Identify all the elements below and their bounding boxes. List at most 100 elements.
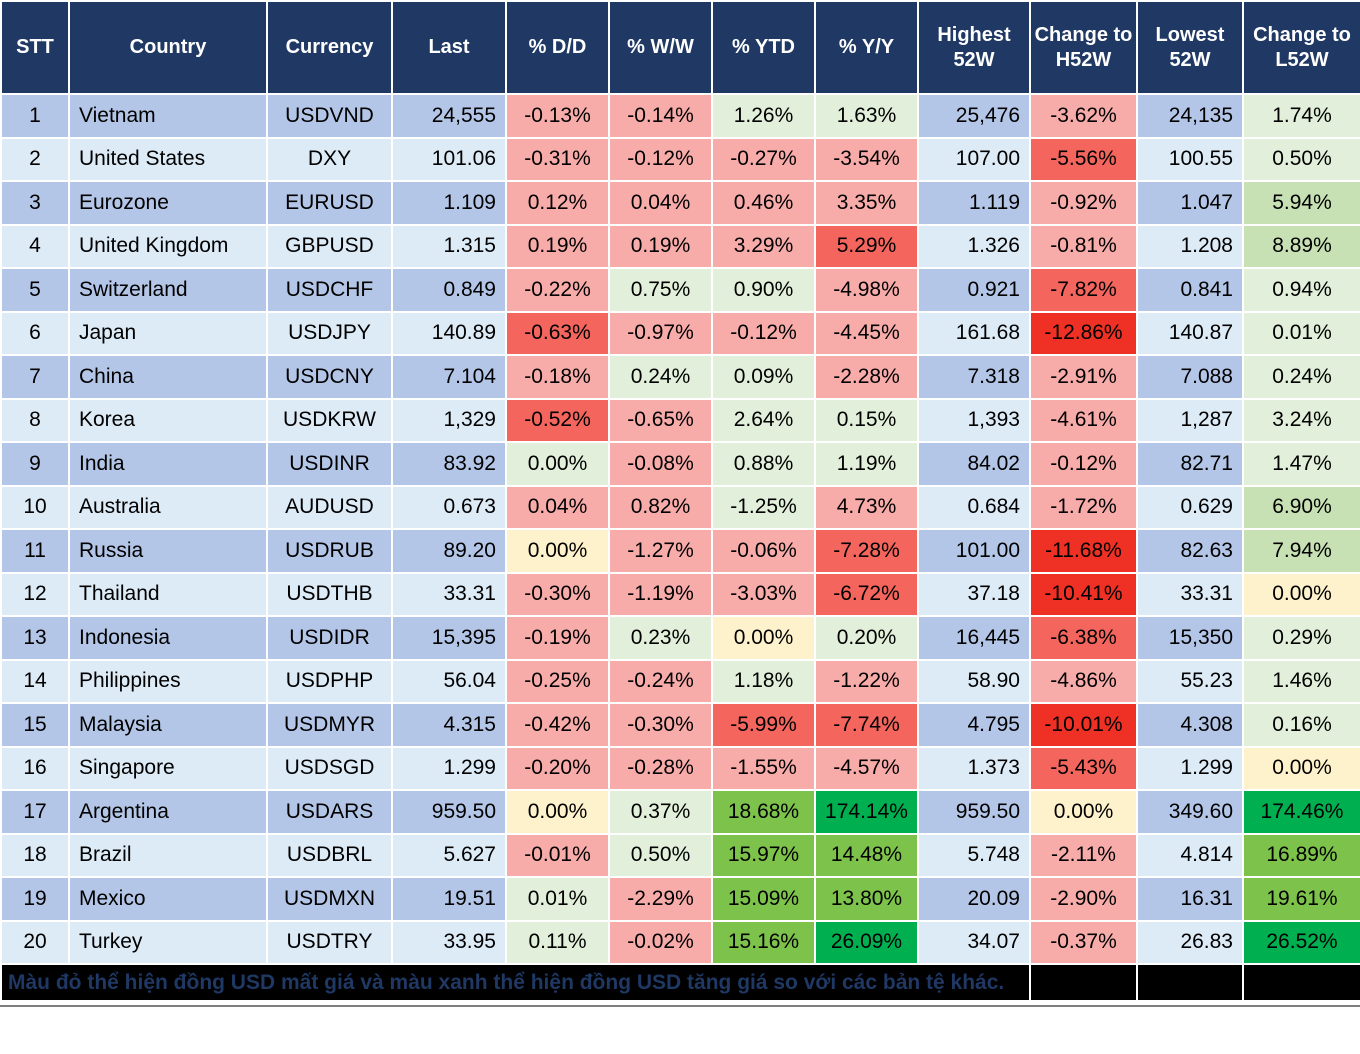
cell-dd: -0.18%	[505, 354, 610, 400]
note-filler-cell	[1136, 963, 1244, 1002]
cell-ytd: 1.18%	[711, 658, 816, 704]
cell-ytd: 0.90%	[711, 267, 816, 313]
cell-last: 101.06	[391, 136, 507, 182]
table-row: 7 China USDCNY 7.104 -0.18% 0.24% 0.09% -2.28% 7…	[0, 354, 1360, 400]
cell-country: Korea	[68, 397, 268, 443]
column-header-h52: Highest 52W	[917, 0, 1031, 95]
cell-h52: 1.373	[917, 745, 1031, 791]
cell-last: 19.51	[391, 876, 507, 922]
cell-cl52: 3.24%	[1242, 397, 1360, 443]
table-row: 16 Singapore USDSGD 1.299 -0.20% -0.28% -1.55%…	[0, 745, 1360, 791]
cell-last: 1.109	[391, 180, 507, 226]
cell-currency: USDSGD	[266, 745, 393, 791]
cell-country: Argentina	[68, 789, 268, 835]
cell-yy: 1.19%	[814, 441, 919, 487]
cell-cl52: 0.24%	[1242, 354, 1360, 400]
cell-last: 5.627	[391, 832, 507, 878]
cell-currency: USDTHB	[266, 571, 393, 617]
cell-currency: USDBRL	[266, 832, 393, 878]
cell-h52: 0.684	[917, 484, 1031, 530]
cell-cl52: 26.52%	[1242, 919, 1360, 965]
cell-dd: 0.01%	[505, 876, 610, 922]
cell-ytd: 0.46%	[711, 180, 816, 226]
cell-h52: 37.18	[917, 571, 1031, 617]
cell-last: 0.673	[391, 484, 507, 530]
cell-h52: 34.07	[917, 919, 1031, 965]
cell-ch52: -2.90%	[1029, 876, 1138, 922]
cell-ww: -0.28%	[608, 745, 713, 791]
column-header-ww: % W/W	[608, 0, 713, 95]
cell-ww: -0.02%	[608, 919, 713, 965]
cell-currency: USDPHP	[266, 658, 393, 704]
cell-l52: 0.629	[1136, 484, 1244, 530]
cell-cl52: 7.94%	[1242, 528, 1360, 574]
cell-h52: 25,476	[917, 93, 1031, 139]
cell-country: Thailand	[68, 571, 268, 617]
cell-yy: -4.45%	[814, 310, 919, 356]
cell-last: 1,329	[391, 397, 507, 443]
cell-l52: 1,287	[1136, 397, 1244, 443]
table-row: 20 Turkey USDTRY 33.95 0.11% -0.02% 15.16% 26.0…	[0, 919, 1360, 965]
cell-ytd: 0.00%	[711, 615, 816, 661]
cell-ch52: -4.61%	[1029, 397, 1138, 443]
cell-l52: 4.308	[1136, 702, 1244, 748]
cell-h52: 0.921	[917, 267, 1031, 313]
cell-cl52: 0.29%	[1242, 615, 1360, 661]
cell-h52: 20.09	[917, 876, 1031, 922]
cell-l52: 16.31	[1136, 876, 1244, 922]
column-header-ch52: Change to H52W	[1029, 0, 1138, 95]
cell-currency: EURUSD	[266, 180, 393, 226]
cell-dd: 0.12%	[505, 180, 610, 226]
cell-ch52: -0.12%	[1029, 441, 1138, 487]
cell-stt: 13	[0, 615, 70, 661]
cell-h52: 16,445	[917, 615, 1031, 661]
table-row: 5 Switzerland USDCHF 0.849 -0.22% 0.75% 0.90% -…	[0, 267, 1360, 313]
cell-cl52: 0.00%	[1242, 745, 1360, 791]
cell-last: 0.849	[391, 267, 507, 313]
fx-rates-table: STT Country Currency Last% D/D% W/W% YTD% Y…	[0, 0, 1360, 1002]
cell-currency: USDTRY	[266, 919, 393, 965]
cell-currency: DXY	[266, 136, 393, 182]
table-row: 12 Thailand USDTHB 33.31 -0.30% -1.19% -3.03% -…	[0, 571, 1360, 617]
cell-ww: 0.75%	[608, 267, 713, 313]
table-row: 18 Brazil USDBRL 5.627 -0.01% 0.50% 15.97% 14.4…	[0, 832, 1360, 878]
cell-country: Vietnam	[68, 93, 268, 139]
table-row: 2 United States DXY 101.06 -0.31% -0.12% -0.27…	[0, 136, 1360, 182]
cell-cl52: 6.90%	[1242, 484, 1360, 530]
cell-country: Eurozone	[68, 180, 268, 226]
table-row: 15 Malaysia USDMYR 4.315 -0.42% -0.30% -5.99% -…	[0, 702, 1360, 748]
cell-ww: -1.19%	[608, 571, 713, 617]
cell-cl52: 1.74%	[1242, 93, 1360, 139]
cell-dd: -0.22%	[505, 267, 610, 313]
cell-country: Japan	[68, 310, 268, 356]
cell-currency: USDKRW	[266, 397, 393, 443]
cell-l52: 33.31	[1136, 571, 1244, 617]
cell-country: Indonesia	[68, 615, 268, 661]
cell-ytd: -1.25%	[711, 484, 816, 530]
cell-ww: 0.37%	[608, 789, 713, 835]
cell-l52: 1.299	[1136, 745, 1244, 791]
cell-dd: -0.25%	[505, 658, 610, 704]
cell-ww: 0.50%	[608, 832, 713, 878]
cell-ch52: -2.91%	[1029, 354, 1138, 400]
cell-ch52: -5.56%	[1029, 136, 1138, 182]
cell-stt: 6	[0, 310, 70, 356]
cell-ytd: 2.64%	[711, 397, 816, 443]
table-row: 17 Argentina USDARS 959.50 0.00% 0.37% 18.68% 1…	[0, 789, 1360, 835]
cell-country: Brazil	[68, 832, 268, 878]
cell-ytd: -0.12%	[711, 310, 816, 356]
cell-yy: 1.63%	[814, 93, 919, 139]
cell-dd: 0.00%	[505, 528, 610, 574]
cell-ch52: -10.01%	[1029, 702, 1138, 748]
cell-yy: -2.28%	[814, 354, 919, 400]
table-body: 1 Vietnam USDVND 24,555 -0.13% -0.14% 1.26% 1.6…	[0, 93, 1360, 965]
cell-cl52: 1.46%	[1242, 658, 1360, 704]
cell-ytd: 3.29%	[711, 223, 816, 269]
cell-h52: 58.90	[917, 658, 1031, 704]
cell-h52: 107.00	[917, 136, 1031, 182]
cell-yy: -1.22%	[814, 658, 919, 704]
cell-l52: 100.55	[1136, 136, 1244, 182]
cell-yy: 0.15%	[814, 397, 919, 443]
note-row: Màu đỏ thể hiện đồng USD mất giá và màu …	[0, 963, 1360, 1002]
cell-ch52: -2.11%	[1029, 832, 1138, 878]
